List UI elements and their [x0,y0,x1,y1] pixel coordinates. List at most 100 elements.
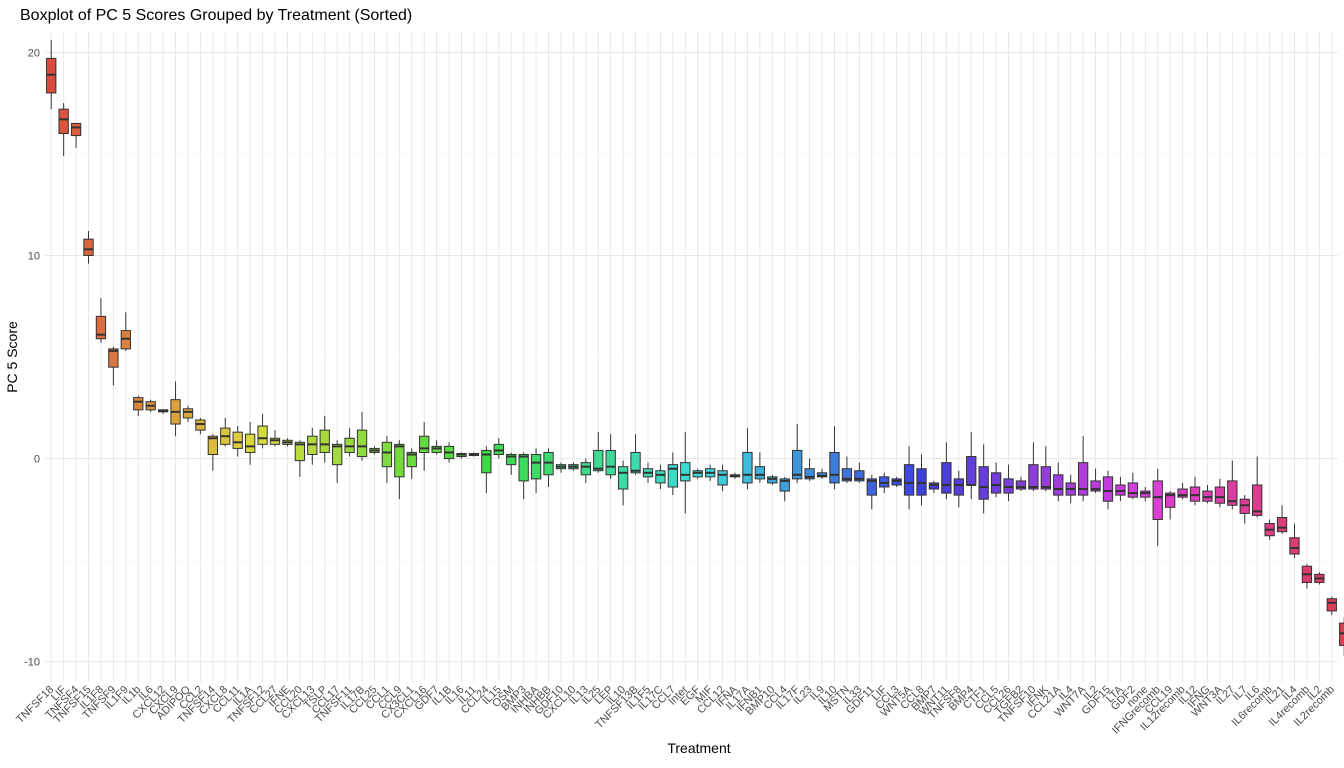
box-LTA [1115,476,1126,502]
box-iqr [1115,484,1126,496]
box-iqr [742,451,753,484]
y-tick-label: 10 [28,250,40,262]
box-CTF1 [978,444,989,514]
box-TNFSF9 [108,346,119,386]
box-TGFB2 [1015,476,1027,492]
box-iqr [941,462,952,494]
box-WNT3A [1214,478,1226,508]
box-iqr [319,429,330,453]
box-CXCL10 [568,462,579,471]
box-CCL9 [394,440,405,500]
box-iqr [680,462,691,482]
box-TNFSF11 [344,428,355,457]
box-iqr [1152,480,1163,520]
box-iqr [344,437,355,453]
x-axis-label: Treatment [667,740,730,756]
box-CCL3 [891,476,902,487]
box-iqr [916,468,927,496]
box-CCL7 [667,452,679,496]
box-iqr [1090,480,1101,492]
box-IL6 [1252,456,1263,518]
y-tick-label: 20 [28,47,40,59]
box-LIF2 [879,472,890,494]
box-iqr [879,476,890,488]
box-iqr [108,348,119,368]
box-iqr [829,451,840,484]
box-none [1140,487,1151,502]
box-iqr [1214,486,1226,504]
box-IFNK [1040,446,1051,492]
box-IL10 [617,460,629,506]
y-axis-tick-labels: -10 0 10 20 [24,47,40,668]
box-iqr [1276,516,1288,533]
box-iqr [294,441,306,462]
box-iqr [493,443,504,455]
box-iqr [1339,622,1344,646]
box-iqr [1326,598,1337,612]
box-IL11 [468,452,480,457]
box-WNT7A [1077,436,1089,502]
box-CCL1 [381,436,393,483]
box-CCL17 [332,440,343,483]
box-iqr [481,449,492,474]
box-Inter [680,432,691,514]
box-iqr [419,435,430,453]
box-INHBB [543,448,554,487]
box-TNFSF4 [70,122,82,148]
box-iqr [244,433,256,453]
box-IL2recomb [1326,596,1337,615]
box-IL6recomb [1264,519,1275,540]
box-iqr [754,466,766,480]
box-INHBA [530,448,542,494]
box-iqr [332,443,343,466]
box-iqr [617,466,629,490]
box-IL13 [580,458,591,483]
box-CXCL9 [170,381,181,437]
box-iqr [1202,490,1213,502]
box-iqr [816,472,828,478]
box-CCL19 [1164,491,1176,520]
box-iqr [58,108,69,135]
box-iqr [854,470,865,482]
box-CCL25 [369,446,380,455]
box-iqr [717,470,728,486]
box-IFNG [1202,484,1213,504]
box-undefined [1339,617,1344,656]
box-IFNGrecomb [1152,468,1163,546]
box-TNFSF15 [83,231,94,264]
box-iqr [70,122,82,137]
box-iqr [1127,482,1139,498]
box-iqr [655,470,666,484]
box-iqr [1015,480,1027,490]
box-LEP [605,434,616,479]
box-IL2b [1090,468,1101,494]
box-iqr [356,429,368,458]
box-series [46,40,1344,656]
box-iqr [1102,476,1114,502]
box-iqr [406,451,417,468]
box-iqr [792,449,803,480]
box-IL27 [1227,460,1238,510]
box-GDF15 [1102,470,1114,510]
box-IL1F5 [642,462,654,483]
chart-title: Boxplot of PC 5 Scores Grouped by Treatm… [20,7,412,24]
x-axis-tick-labels: TNFSF18LIFTNFSF4TNFSF15IL1F8TNFSF9IL1F9I… [14,683,1337,736]
box-iqr [1164,492,1176,508]
box-CXCL16 [419,422,430,471]
box-IFNB1 [754,452,766,483]
box-iqr [257,425,268,445]
y-axis-label: PC 5 Score [4,321,20,393]
box-TNFSF10 [1028,442,1039,492]
box-iqr [667,464,679,488]
box-GDF7 [431,440,442,455]
box-IL15 [493,438,504,459]
box-MSTN [841,456,853,483]
y-tick-label: 0 [34,454,40,466]
box-iqr [506,454,517,466]
box-TNFSF18 [46,40,57,110]
box-CCL12 [717,464,728,492]
box-IL4recomb [1301,564,1313,589]
box-iqr [232,431,243,449]
box-GDF10 [555,462,567,473]
box-ADIPOQ [182,405,194,422]
